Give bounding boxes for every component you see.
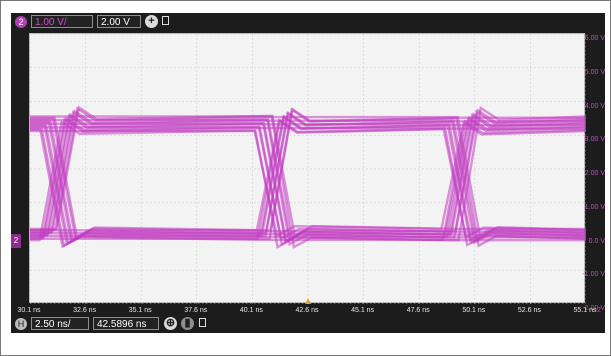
y-tick-label: 0.0 V: [588, 237, 605, 245]
eye-trace: [30, 105, 587, 249]
y-tick-label: -2.00 V: [582, 305, 605, 312]
y-tick-label: 4.00 V: [584, 102, 605, 110]
x-tick-label: 50.1 ns: [462, 307, 486, 314]
horizontal-toolbar: H 2.50 ns/ 42.5896 ns ⊕ ▮: [11, 315, 605, 333]
y-tick-label: 6.00 V: [584, 35, 605, 42]
x-tick-label: 35.1 ns: [128, 307, 152, 314]
channel-badge[interactable]: 2: [15, 16, 27, 28]
x-tick-label: 32.6 ns: [73, 307, 97, 314]
y-tick-label: 5.00 V: [584, 68, 605, 76]
eye-trace: [30, 115, 587, 246]
x-tick-label: 37.6 ns: [184, 307, 208, 314]
y-axis-labels: 6.00 V 5.00 V 4.00 V 3.00 V 2.00 V 1.00 V 0.0 …: [582, 33, 605, 313]
x-tick-label: 42.6 ns: [295, 307, 319, 314]
waveform-plot[interactable]: [29, 33, 587, 305]
vertical-offset-field[interactable]: 2.00 V: [97, 15, 141, 28]
grid: [29, 33, 587, 305]
square-icon[interactable]: [162, 16, 169, 25]
eye-trace: [30, 107, 586, 239]
trigger-marker: [305, 298, 311, 304]
eye-traces: [30, 105, 587, 249]
x-tick-label: 47.6 ns: [406, 307, 430, 314]
vertical-toolbar: 2 1.00 V/ 2.00 V +: [11, 13, 605, 31]
y-tick-label: 3.00 V: [584, 136, 605, 144]
eye-trace: [30, 110, 586, 242]
y-tick-label: 2.00 V: [584, 170, 605, 177]
y-tick-label: 1.00 V: [584, 203, 605, 211]
x-tick-label: 55.1 ns: [573, 307, 597, 314]
plus-icon[interactable]: +: [145, 15, 158, 28]
vertical-scale-field[interactable]: 1.00 V/: [31, 15, 93, 28]
x-tick-label: 40.1 ns: [239, 307, 263, 314]
run-icon[interactable]: ▮: [181, 317, 194, 330]
horizontal-scale-field[interactable]: 2.50 ns/: [31, 317, 89, 330]
eye-trace: [30, 105, 586, 238]
y-tick-label: -1.00 V: [582, 271, 605, 279]
square-icon-bottom[interactable]: [199, 318, 206, 327]
x-tick-label: 52.6 ns: [517, 307, 541, 314]
horizontal-badge[interactable]: H: [15, 318, 27, 330]
x-tick-label: 45.1 ns: [351, 307, 375, 314]
zoom-icon[interactable]: ⊕: [164, 317, 177, 330]
channel-ground-marker[interactable]: 2: [11, 234, 21, 248]
horizontal-position-field[interactable]: 42.5896 ns: [93, 317, 159, 330]
oscilloscope-panel: 2 1.00 V/ 2.00 V + 6.00 V 5.00 V 4.00 V 3.0…: [11, 13, 605, 333]
x-axis-corner-label: 2: [597, 307, 601, 314]
x-tick-label: 30.1 ns: [17, 307, 41, 314]
eye-diagram-svg: [29, 33, 587, 305]
